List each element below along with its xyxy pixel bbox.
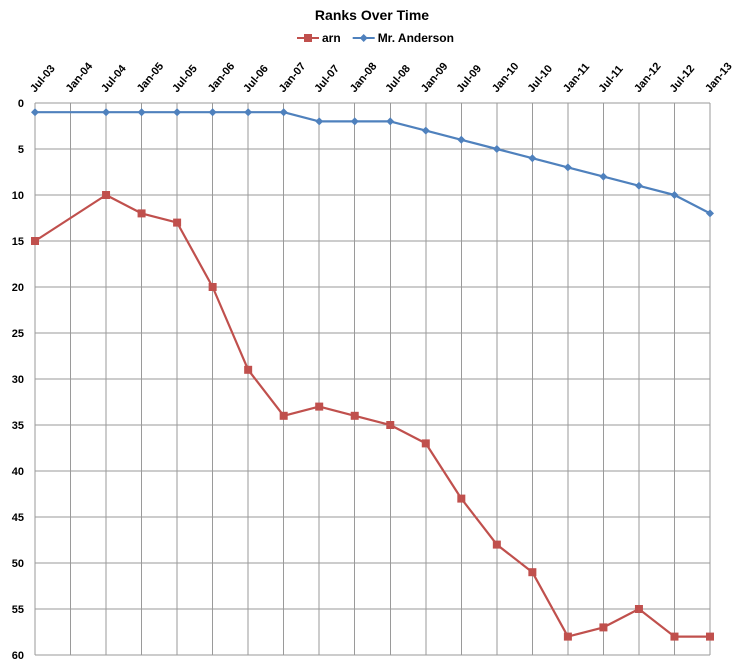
x-tick-label: Jan-07 <box>277 61 309 95</box>
data-point <box>386 421 395 429</box>
x-tick-label: Jul-12 <box>668 63 698 95</box>
data-point <box>634 605 643 613</box>
data-point <box>102 191 111 199</box>
legend-marker <box>304 34 312 42</box>
legend-marker <box>359 34 368 42</box>
data-point <box>492 145 501 153</box>
data-point <box>457 494 466 503</box>
x-tick-label: Jul-08 <box>383 63 413 95</box>
x-tick-label: Jan-11 <box>561 61 592 95</box>
legend-label: Mr. Anderson <box>378 31 454 45</box>
y-tick-label: 25 <box>12 328 24 340</box>
data-point <box>244 108 253 117</box>
data-point <box>102 108 111 117</box>
data-point <box>208 283 217 291</box>
chart-title: Ranks Over Time <box>315 7 429 23</box>
data-point <box>670 632 679 641</box>
x-tick-label: Jul-05 <box>170 63 200 95</box>
data-point <box>528 568 537 577</box>
y-tick-label: 50 <box>12 558 24 570</box>
y-tick-label: 15 <box>12 236 24 248</box>
data-point <box>279 411 288 420</box>
series-line <box>35 111 711 215</box>
x-tick-label: Jul-03 <box>28 63 58 95</box>
x-tick-label: Jul-06 <box>241 63 271 95</box>
data-point <box>137 108 146 117</box>
data-point <box>173 218 182 227</box>
data-point <box>528 154 537 163</box>
y-tick-label: 35 <box>12 420 24 432</box>
data-point <box>706 632 714 641</box>
x-tick-label: Jan-05 <box>135 61 167 95</box>
data-point <box>350 117 359 126</box>
data-point <box>563 632 572 641</box>
series-0 <box>31 191 714 641</box>
y-tick-label: 5 <box>18 144 24 156</box>
y-tick-label: 60 <box>12 650 24 662</box>
legend: arn Mr. Anderson <box>297 31 454 45</box>
data-point <box>599 623 608 632</box>
data-point <box>563 163 572 172</box>
x-tick-label: Jan-06 <box>206 61 238 95</box>
series-line <box>34 193 710 638</box>
x-tick-label: Jan-13 <box>703 61 735 95</box>
x-tick-label: Jul-10 <box>525 63 555 95</box>
y-tick-label: 30 <box>12 374 24 386</box>
y-tick-label: 40 <box>12 466 24 478</box>
y-axis-ticks: 0 5 10 15 20 25 30 35 40 45 50 55 60 <box>12 98 24 662</box>
data-point <box>244 365 253 374</box>
data-point <box>634 181 643 190</box>
data-point <box>315 402 324 411</box>
x-tick-label: Jul-09 <box>454 63 484 95</box>
y-tick-label: 10 <box>12 190 24 202</box>
y-tick-label: 0 <box>18 98 24 110</box>
data-point <box>599 172 608 181</box>
x-tick-label: Jan-10 <box>490 61 522 95</box>
x-tick-label: Jul-04 <box>99 62 129 95</box>
y-tick-label: 55 <box>12 604 24 616</box>
y-tick-label: 20 <box>12 282 24 294</box>
data-point <box>208 108 217 117</box>
x-tick-label: Jul-11 <box>597 63 626 95</box>
legend-item-0: arn <box>297 31 341 45</box>
data-point <box>670 191 679 199</box>
data-point <box>173 108 182 117</box>
data-point <box>350 411 359 420</box>
data-point <box>492 540 501 549</box>
data-point <box>137 209 146 218</box>
x-tick-label: Jan-09 <box>419 61 451 95</box>
series-1 <box>31 108 714 218</box>
series-layer <box>31 108 714 641</box>
y-tick-label: 45 <box>12 512 24 524</box>
data-point <box>386 117 395 126</box>
x-tick-label: Jul-07 <box>312 63 342 95</box>
legend-item-1: Mr. Anderson <box>352 31 454 45</box>
x-tick-label: Jan-12 <box>632 61 664 95</box>
data-point <box>421 126 430 135</box>
data-point <box>421 439 430 448</box>
grid <box>34 102 711 656</box>
data-point <box>315 117 324 126</box>
data-point <box>31 237 39 245</box>
data-point <box>457 135 466 144</box>
data-point <box>706 209 714 218</box>
legend-label: arn <box>322 31 341 45</box>
x-axis-ticks: Jul-03 Jan-04 Jul-04 Jan-05 Jul-05 Jan-06 Jul-… <box>28 60 735 95</box>
x-tick-label: Jan-04 <box>64 60 96 95</box>
data-point <box>279 108 288 117</box>
x-tick-label: Jan-08 <box>348 61 380 95</box>
data-point <box>31 108 39 117</box>
